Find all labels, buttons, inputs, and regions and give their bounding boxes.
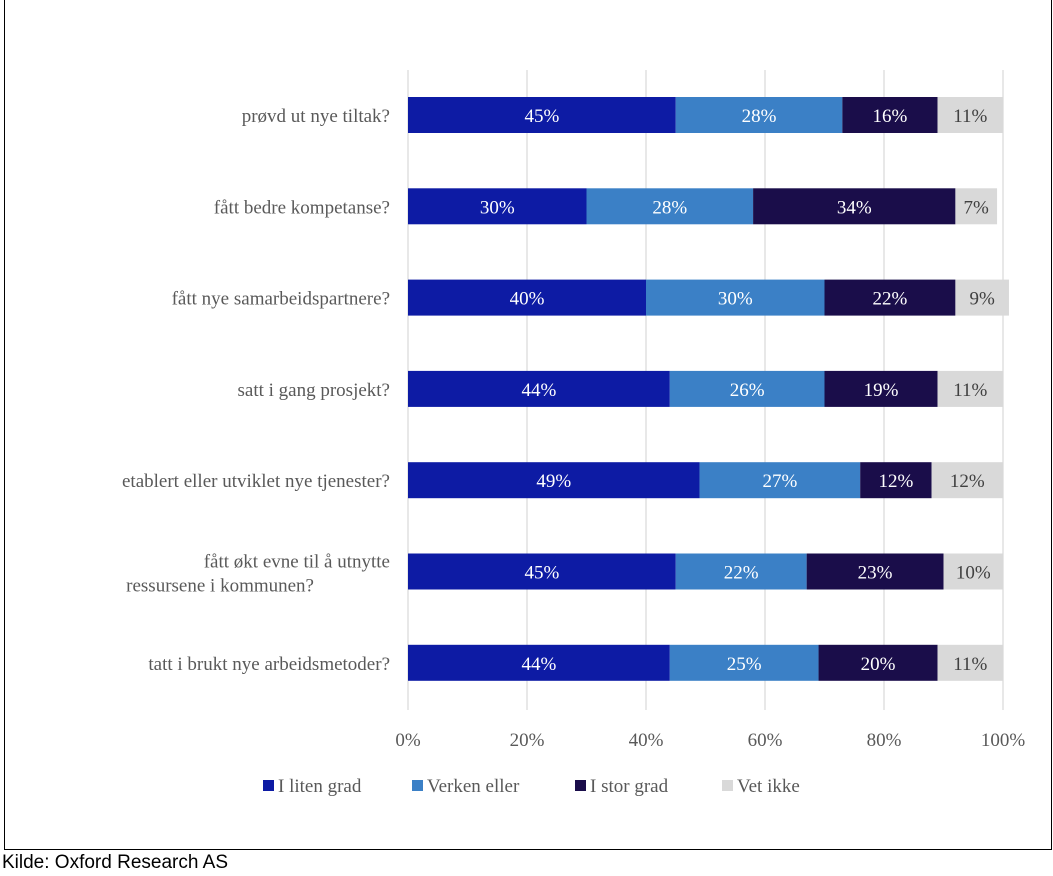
bar-segment <box>860 462 932 499</box>
bar-segment <box>408 644 670 681</box>
bar-segment <box>408 188 587 225</box>
x-tick-label: 40% <box>629 730 664 751</box>
bar-segment <box>955 279 1009 316</box>
bar-segment <box>931 462 1003 499</box>
data-label: 12% <box>950 471 985 492</box>
legend-swatch <box>575 780 586 791</box>
data-label: 16% <box>873 106 908 127</box>
data-label: 26% <box>730 380 765 401</box>
data-label: 28% <box>652 197 687 218</box>
category-label: fått økt evne til å utnytte ressursene i … <box>126 552 390 597</box>
data-label: 9% <box>970 289 996 310</box>
data-label: 34% <box>837 197 872 218</box>
legend-label: Vet ikke <box>737 776 800 797</box>
bar-segment <box>408 279 646 316</box>
data-label: 11% <box>953 106 987 127</box>
data-label: 11% <box>953 654 987 675</box>
bar-segment <box>824 279 956 316</box>
bar-segment <box>669 644 819 681</box>
data-label: 19% <box>864 380 899 401</box>
legend-swatch <box>722 780 733 791</box>
chart-frame <box>4 0 1052 850</box>
bar-segment <box>699 462 861 499</box>
bar-segment <box>753 188 956 225</box>
source-note: Kilde: Oxford Research AS <box>2 852 228 873</box>
bar-segment <box>408 462 700 499</box>
bar-segment <box>937 644 1003 681</box>
legend-label: I stor grad <box>590 776 669 797</box>
legend-swatch <box>263 780 274 791</box>
category-label: etablert eller utviklet nye tjenester? <box>122 471 390 492</box>
x-tick-label: 80% <box>867 730 902 751</box>
data-label: 22% <box>873 289 908 310</box>
data-label: 45% <box>524 563 559 584</box>
data-label: 45% <box>524 106 559 127</box>
data-label: 40% <box>510 289 545 310</box>
x-tick-label: 100% <box>981 730 1026 751</box>
data-label: 22% <box>724 563 759 584</box>
data-label: 11% <box>953 380 987 401</box>
bar-segment <box>669 370 825 407</box>
bar-segment <box>675 97 843 133</box>
category-label: satt i gang prosjekt? <box>238 380 391 401</box>
data-label: 10% <box>956 563 991 584</box>
data-label: 49% <box>536 471 571 492</box>
x-tick-label: 0% <box>395 730 421 751</box>
data-label: 12% <box>878 471 913 492</box>
bar-segment <box>408 370 670 407</box>
legend-label: I liten grad <box>278 776 362 797</box>
bar-segment <box>646 279 825 316</box>
data-label: 20% <box>861 654 896 675</box>
bar-segment <box>408 553 676 590</box>
data-label: 44% <box>521 654 556 675</box>
data-label: 23% <box>858 563 893 584</box>
data-label: 25% <box>727 654 762 675</box>
bar-segment <box>586 188 754 225</box>
category-label: fått bedre kompetanse? <box>214 197 390 218</box>
stacked-bar-chart: 45% 28% 16% 11% prøvd ut nye tiltak? 30% 28% 34… <box>122 70 1026 797</box>
x-tick-label: 60% <box>748 730 783 751</box>
data-label: 44% <box>521 380 556 401</box>
bar-segment <box>806 553 944 590</box>
category-label: fått nye samarbeidspartnere? <box>172 289 390 310</box>
bar-segment <box>818 644 938 681</box>
data-label: 7% <box>964 197 990 218</box>
category-label: prøvd ut nye tiltak? <box>242 106 390 127</box>
category-label: tatt i brukt nye arbeidsmetoder? <box>148 654 390 675</box>
data-label: 30% <box>480 197 515 218</box>
bar-segment <box>955 188 998 225</box>
bar-segment <box>937 370 1003 407</box>
bar-segment <box>408 97 676 133</box>
bar-segment <box>675 553 807 590</box>
legend-swatch <box>412 780 423 791</box>
bar-segment <box>937 97 1003 133</box>
bar-segment <box>842 97 938 133</box>
data-label: 27% <box>762 471 797 492</box>
legend-label: Verken eller <box>427 776 520 797</box>
x-tick-label: 20% <box>510 730 545 751</box>
bar-segment <box>943 553 1003 590</box>
data-label: 28% <box>742 106 777 127</box>
bar-segment <box>824 370 938 407</box>
data-label: 30% <box>718 289 753 310</box>
